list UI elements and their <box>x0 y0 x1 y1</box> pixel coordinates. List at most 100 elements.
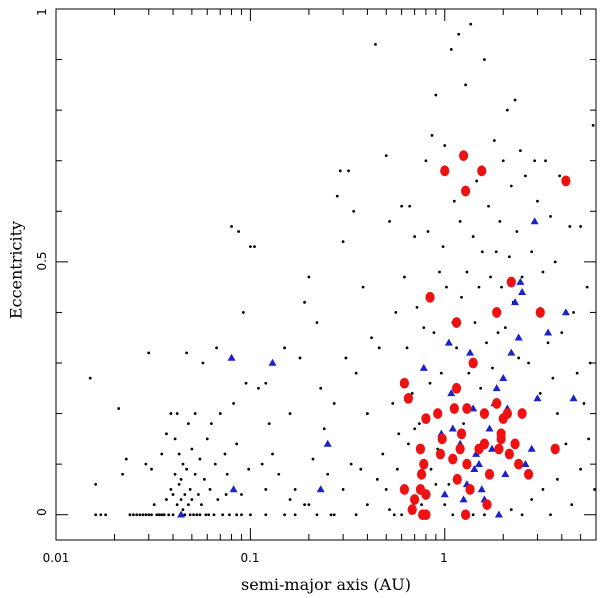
data-point-triangle <box>569 394 578 402</box>
data-point-triangle <box>561 308 570 316</box>
data-point-circle <box>550 443 560 455</box>
data-point-dot <box>326 472 330 476</box>
data-point-circle <box>421 509 431 521</box>
data-point-dot <box>426 230 430 233</box>
data-point-dot <box>94 482 98 486</box>
data-point-dot <box>128 513 132 517</box>
data-point-dot <box>469 22 473 26</box>
data-point-dot <box>150 467 153 471</box>
data-point-dot <box>579 225 583 228</box>
data-point-dot <box>558 174 562 178</box>
data-point-dot <box>422 326 426 329</box>
data-point-dot <box>185 467 189 471</box>
data-point-dot <box>568 225 572 228</box>
data-point-dot <box>527 361 530 365</box>
data-point-circle <box>403 393 413 404</box>
data-point-dot <box>408 204 412 208</box>
data-point-circle <box>407 504 417 516</box>
data-point-dot <box>155 513 159 517</box>
data-point-triangle <box>527 444 536 452</box>
data-point-triangle <box>177 510 186 518</box>
data-series <box>88 22 596 521</box>
data-point-dot <box>479 386 483 390</box>
data-point-dot <box>587 437 591 441</box>
data-point-dot <box>283 513 287 517</box>
data-point-dot <box>347 169 350 173</box>
data-point-dot <box>572 311 575 314</box>
data-point-dot <box>361 285 365 289</box>
data-point-dot <box>205 437 209 441</box>
data-point-dot <box>500 285 503 289</box>
data-point-circle <box>504 448 514 460</box>
data-point-dot <box>471 513 475 517</box>
data-point-dot <box>322 427 326 431</box>
data-point-dot <box>160 513 164 517</box>
data-point-triangle <box>440 490 449 498</box>
data-point-circle <box>399 377 409 389</box>
data-point-circle <box>419 458 429 470</box>
data-point-dot <box>94 513 98 517</box>
data-point-dot <box>192 513 195 517</box>
data-point-dot <box>175 412 179 415</box>
data-point-circle <box>479 408 490 419</box>
data-point-triangle <box>444 338 453 346</box>
data-point-dot <box>591 123 595 127</box>
data-point-dot <box>240 513 243 517</box>
data-point-circle <box>451 317 462 328</box>
data-point-dot <box>177 482 181 486</box>
data-point-dot <box>165 432 168 436</box>
data-point-dot <box>429 467 433 471</box>
data-point-dot <box>179 477 183 481</box>
data-point-dot <box>213 462 217 466</box>
data-point-dot <box>541 488 545 491</box>
data-point-dot <box>498 220 502 223</box>
data-point-dot <box>195 513 199 517</box>
data-point-dot <box>193 472 197 476</box>
data-point-dot <box>370 336 373 340</box>
data-point-dot <box>483 513 486 517</box>
data-point-circle <box>437 433 447 445</box>
data-point-dot <box>462 422 465 426</box>
data-point-dot <box>489 275 492 279</box>
data-point-dot <box>177 452 181 456</box>
data-point-dot <box>104 513 108 517</box>
data-point-dot <box>579 467 583 471</box>
data-point-triangle <box>521 459 530 467</box>
data-point-circle <box>477 165 487 177</box>
data-point-dot <box>549 214 552 218</box>
data-point-dot <box>477 285 481 289</box>
data-point-dot <box>298 356 302 360</box>
data-point-dot <box>388 508 391 512</box>
data-point-dot <box>556 412 559 415</box>
data-point-circle <box>440 165 450 177</box>
data-point-circle <box>523 468 534 480</box>
data-point-dot <box>209 422 213 426</box>
data-point-dot <box>464 83 467 87</box>
data-point-dot <box>196 493 200 496</box>
data-point-dot <box>293 488 297 491</box>
data-point-dot <box>443 503 447 506</box>
data-point-circle <box>535 307 545 318</box>
data-point-dot <box>473 321 477 324</box>
data-point-circle <box>484 468 495 480</box>
data-point-dot <box>341 488 345 491</box>
data-point-triangle <box>472 449 481 457</box>
data-point-dot <box>293 513 297 517</box>
data-point-dot <box>341 240 345 244</box>
data-point-triangle <box>227 353 236 361</box>
data-point-triangle <box>507 348 516 356</box>
data-point-dot <box>491 366 494 370</box>
data-point-circle <box>482 499 492 510</box>
data-point-triangle <box>323 439 332 447</box>
data-point-circle <box>492 398 502 409</box>
data-point-triangle <box>229 485 238 493</box>
data-point-dot <box>496 331 500 335</box>
data-point-dot <box>441 245 445 249</box>
data-point-dot <box>144 462 148 466</box>
data-point-circle <box>561 175 571 187</box>
data-point-dot <box>204 513 208 517</box>
data-point-dot <box>200 503 203 506</box>
data-point-dot <box>354 513 358 517</box>
data-point-dot <box>381 452 385 456</box>
